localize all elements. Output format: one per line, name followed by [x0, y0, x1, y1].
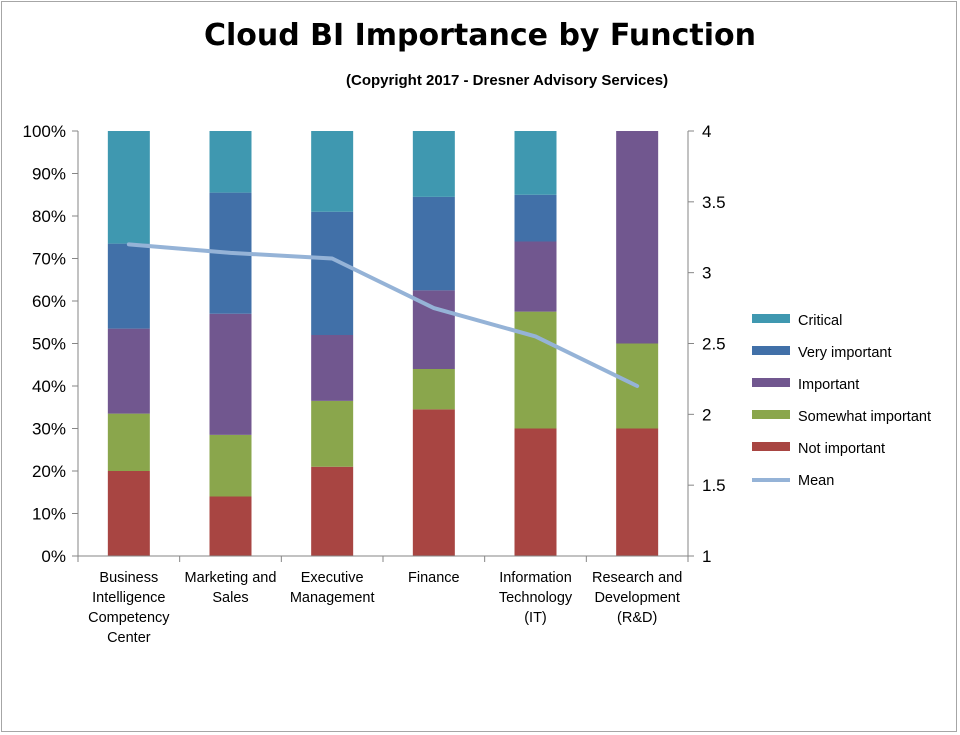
axes-group: 0% 10% 20% 30% 40% 50% 60% 70% 80% 90% 100% 1 1.5 2 2.… — [23, 122, 726, 646]
right-tick-label: 1.5 — [702, 476, 726, 495]
left-tick-label: 100% — [23, 122, 66, 141]
legend-label: Not important — [798, 441, 885, 457]
category-label-line: (IT) — [524, 610, 547, 626]
left-tick-label: 10% — [32, 505, 66, 524]
category-label-line: Center — [107, 630, 151, 646]
bar-not-important-5 — [616, 428, 659, 556]
bar-very-important-2 — [311, 211, 354, 335]
category-label: Finance — [408, 570, 460, 586]
bar-critical-1 — [209, 131, 252, 193]
bar-critical-0 — [107, 131, 150, 244]
legend-label: Somewhat important — [798, 409, 931, 425]
bar-important-4 — [514, 241, 557, 312]
legend-swatch-very-important — [752, 346, 790, 355]
bar-critical-2 — [311, 131, 354, 212]
mean-line-group — [126, 242, 640, 388]
left-tick-label: 0% — [41, 547, 66, 566]
category-label-line: Business — [99, 570, 158, 586]
legend-label: Important — [798, 377, 859, 393]
category-label: Business Intelligence Competency Center — [88, 570, 170, 646]
bar-critical-4 — [514, 131, 557, 195]
category-label-line: Finance — [408, 570, 460, 586]
bar-important-1 — [209, 313, 252, 435]
category-label: Information Technology (IT) — [499, 570, 573, 626]
bar-very-important-4 — [514, 194, 557, 242]
bar-not-important-2 — [311, 466, 354, 556]
left-tick-label: 20% — [32, 462, 66, 481]
bar-not-important-1 — [209, 496, 252, 556]
left-tick-label: 30% — [32, 420, 66, 439]
bar-not-important-4 — [514, 428, 557, 556]
category-label: Research and Development (R&D) — [592, 570, 682, 626]
category-label-line: Marketing and — [185, 570, 277, 586]
bar-not-important-3 — [412, 409, 455, 556]
left-tick-label: 50% — [32, 335, 66, 354]
bar-very-important-3 — [412, 196, 455, 291]
left-tick-label: 90% — [32, 165, 66, 184]
bar-somewhat-important-1 — [209, 434, 252, 497]
bars-group — [107, 131, 659, 556]
category-label: Marketing and Sales — [185, 570, 277, 606]
bar-not-important-0 — [107, 471, 150, 556]
right-tick-label: 3.5 — [702, 193, 726, 212]
legend-swatch-not-important — [752, 442, 790, 451]
category-label-line: Technology — [499, 590, 573, 606]
bar-very-important-0 — [107, 243, 150, 329]
category-label-line: Information — [499, 570, 572, 586]
left-tick-label: 70% — [32, 250, 66, 269]
bar-important-5 — [616, 131, 659, 344]
chart-title: Cloud BI Importance by Function — [203, 18, 757, 53]
bar-somewhat-important-0 — [107, 413, 150, 471]
category-label-line: Research and — [592, 570, 682, 586]
mean-line — [126, 242, 640, 388]
legend-label: Very important — [798, 345, 892, 361]
category-label-line: Development — [594, 590, 679, 606]
bar-important-0 — [107, 328, 150, 414]
chart-subtitle: (Copyright 2017 - Dresner Advisory Servi… — [346, 72, 669, 89]
legend-group: Critical Very important Important Somewhat … — [752, 313, 931, 489]
bar-important-2 — [311, 335, 354, 401]
category-label-line: Executive — [301, 570, 364, 586]
category-label-line: Management — [290, 590, 375, 606]
legend-swatch-important — [752, 378, 790, 387]
right-tick-label: 4 — [702, 122, 711, 141]
bar-somewhat-important-4 — [514, 311, 557, 429]
right-tick-label: 2.5 — [702, 335, 726, 354]
right-tick-label: 3 — [702, 264, 711, 283]
category-label: Executive Management — [290, 570, 375, 606]
category-label-line: Sales — [212, 590, 248, 606]
left-tick-label: 60% — [32, 292, 66, 311]
right-tick-label: 2 — [702, 405, 711, 424]
legend-swatch-somewhat-important — [752, 410, 790, 419]
bar-somewhat-important-2 — [311, 400, 354, 467]
bar-somewhat-important-3 — [412, 369, 455, 410]
category-label-line: Intelligence — [92, 590, 165, 606]
left-tick-label: 40% — [32, 377, 66, 396]
category-label-line: Competency — [88, 610, 170, 626]
right-tick-label: 1 — [702, 547, 711, 566]
legend-label: Mean — [798, 473, 834, 489]
legend-label: Critical — [798, 313, 842, 329]
left-tick-label: 80% — [32, 207, 66, 226]
bar-critical-3 — [412, 131, 455, 197]
legend-swatch-critical — [752, 314, 790, 323]
category-label-line: (R&D) — [617, 610, 657, 626]
